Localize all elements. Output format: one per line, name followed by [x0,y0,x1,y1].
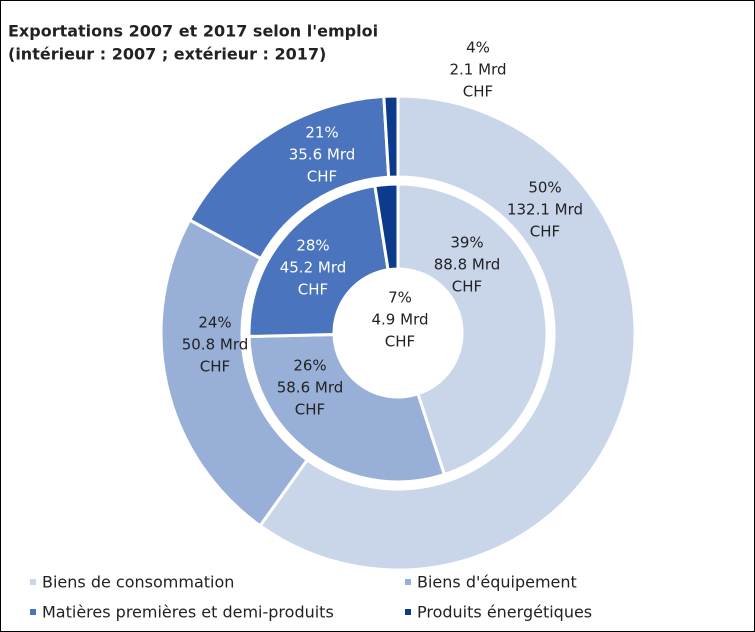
ring-segment [159,217,310,528]
legend: Biens de consommation Biens d'équipement M… [30,573,592,622]
chart-subtitle: (intérieur : 2007 ; extérieur : 2017) [8,45,326,64]
unit-label: CHF [530,223,560,241]
percent-label: 39% [450,234,483,252]
chart-title: Exportations 2007 et 2017 selon l'emploi [8,22,378,41]
labels: 39% 88.8 Mrd CHF 26% 58.6 Mrd CHF 28% 45.2 Mrd C… [182,39,583,419]
unit-label: CHF [452,278,482,296]
legend-label: Biens de consommation [42,573,234,592]
unit-label: CHF [307,168,337,186]
value-label: 35.6 Mrd [289,146,356,164]
legend-label: Matières premières et demi-produits [42,603,334,622]
percent-label: 50% [528,179,561,197]
value-label: 4.9 Mrd [372,311,429,329]
value-label: 132.1 Mrd [507,201,583,219]
value-label: 2.1 Mrd [450,61,507,79]
value-label: 58.6 Mrd [277,379,344,397]
percent-label: 28% [296,237,329,255]
legend-label: Produits énergétiques [417,603,592,622]
legend-swatch [30,579,36,585]
value-label: 88.8 Mrd [434,256,501,274]
rings [159,94,637,572]
ring-segment [247,332,447,484]
ring-segment [258,94,637,572]
percent-label: 4% [466,39,490,57]
legend-swatch [405,579,411,585]
unit-label: CHF [385,333,415,351]
unit-label: CHF [463,83,493,101]
value-label: 45.2 Mrd [280,259,347,277]
percent-label: 7% [388,289,412,307]
ring-segment [396,182,549,477]
percent-label: 24% [198,314,231,332]
legend-swatch [30,609,36,615]
percent-label: 21% [305,124,338,142]
ring-segment [382,94,400,179]
unit-label: CHF [200,358,230,376]
percent-label: 26% [293,357,326,375]
ring-segment [247,184,390,338]
legend-swatch [405,609,411,615]
value-label: 50.8 Mrd [182,336,249,354]
unit-label: CHF [298,281,328,299]
unit-label: CHF [295,401,325,419]
legend-label: Biens d'équipement [417,573,577,592]
ring-segment [373,182,400,272]
